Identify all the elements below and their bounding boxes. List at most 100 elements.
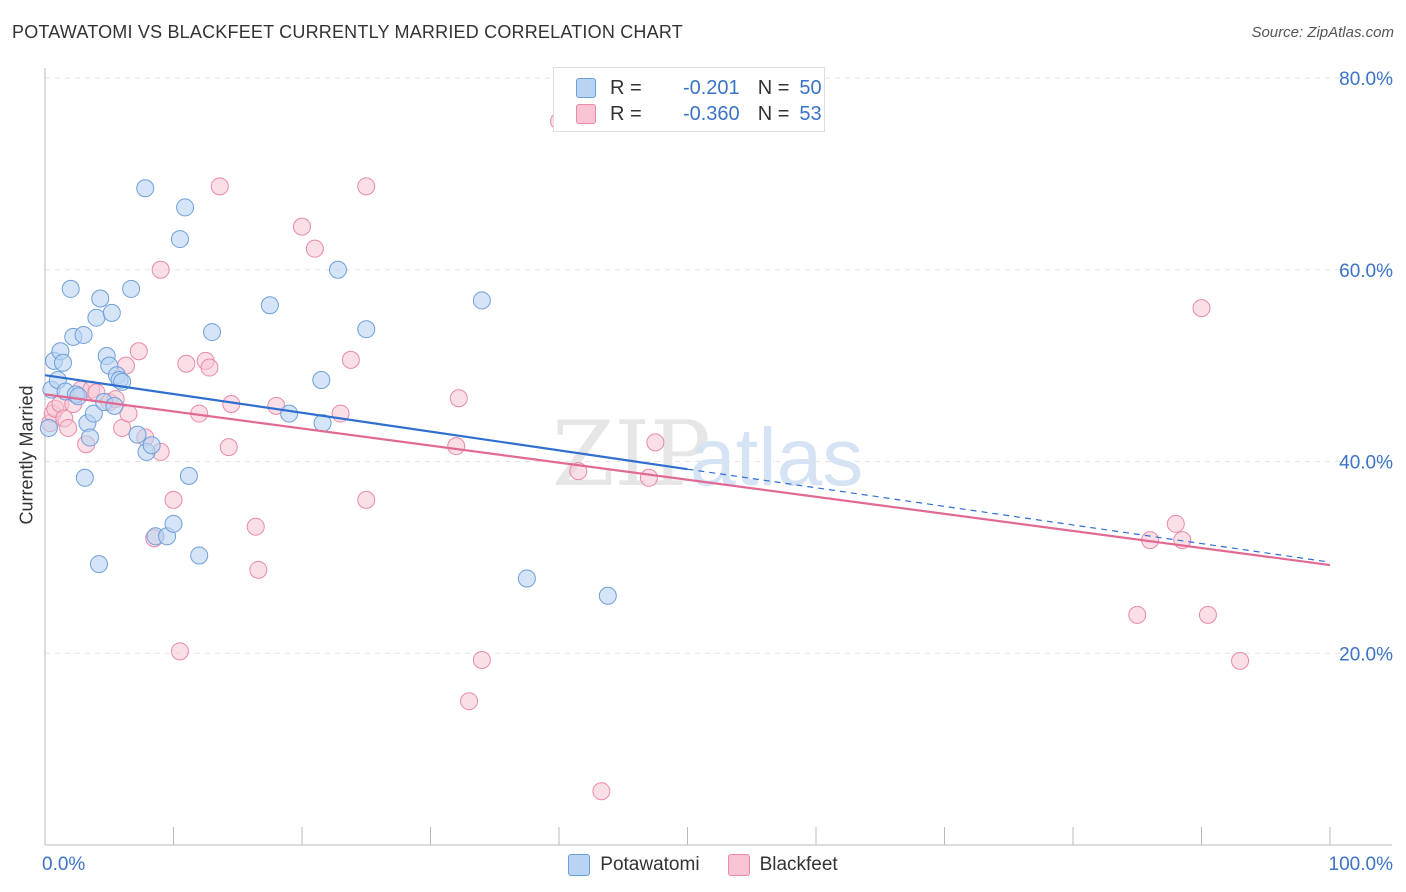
- legend-label-blackfeet: Blackfeet: [759, 854, 838, 875]
- data-point-blackfeet: [59, 418, 78, 437]
- legend-r-label: R =: [610, 76, 642, 99]
- trend-line-potawatomi-extension: [687, 468, 1331, 563]
- data-point-potawatomi: [176, 198, 195, 217]
- data-point-blackfeet: [177, 354, 196, 373]
- legend-row-potawatomi: R = -0.201 N = 50: [576, 76, 822, 100]
- data-point-potawatomi: [190, 546, 209, 565]
- legend-label-potawatomi: Potawatomi: [600, 854, 700, 875]
- data-point-blackfeet: [357, 490, 376, 509]
- data-point-potawatomi: [69, 387, 88, 406]
- y-tick-label: 60.0%: [1339, 261, 1393, 282]
- data-point-potawatomi: [472, 291, 491, 310]
- legend-swatch-blackfeet: [727, 854, 750, 876]
- data-point-potawatomi: [105, 396, 124, 415]
- data-point-blackfeet: [293, 217, 311, 236]
- legend-item-blackfeet[interactable]: Blackfeet: [727, 854, 838, 876]
- source-credit: Source: ZipAtlas.com: [1251, 24, 1394, 41]
- data-point-potawatomi: [312, 371, 331, 390]
- data-point-potawatomi: [53, 353, 72, 372]
- data-point-potawatomi: [74, 325, 93, 344]
- data-point-blackfeet: [357, 177, 376, 196]
- y-tick-label: 40.0%: [1339, 453, 1393, 474]
- data-point-potawatomi: [39, 418, 58, 437]
- data-point-potawatomi: [328, 260, 347, 279]
- data-point-blackfeet: [151, 260, 170, 279]
- data-point-potawatomi: [598, 586, 617, 605]
- data-point-blackfeet: [341, 350, 360, 369]
- data-point-blackfeet: [646, 433, 665, 452]
- data-point-blackfeet: [1166, 514, 1185, 533]
- data-point-blackfeet: [1128, 605, 1147, 624]
- axis-layer: [44, 68, 1392, 846]
- data-point-potawatomi: [61, 279, 80, 298]
- data-point-blackfeet: [219, 438, 238, 457]
- legend-r-value: -0.201: [682, 76, 740, 99]
- data-point-blackfeet: [447, 437, 466, 456]
- data-point-blackfeet: [249, 560, 268, 579]
- legend-n-label: N =: [757, 102, 790, 125]
- data-point-potawatomi: [128, 425, 147, 444]
- data-point-blackfeet: [305, 239, 324, 258]
- data-point-potawatomi: [260, 296, 279, 315]
- data-point-potawatomi: [203, 323, 222, 342]
- data-point-potawatomi: [142, 436, 161, 455]
- legend-n-label: N =: [757, 76, 790, 99]
- data-point-blackfeet: [1198, 605, 1217, 624]
- data-point-potawatomi: [179, 466, 198, 485]
- data-point-blackfeet: [164, 490, 183, 509]
- data-point-blackfeet: [129, 342, 148, 361]
- series-legend: Potawatomi Blackfeet: [0, 852, 1406, 878]
- data-point-blackfeet: [472, 650, 491, 669]
- data-point-potawatomi: [75, 468, 94, 487]
- data-point-potawatomi: [517, 569, 536, 588]
- grid-layer: [45, 77, 1392, 654]
- data-point-potawatomi: [80, 428, 99, 447]
- watermark: ZIP atlas: [552, 402, 863, 507]
- data-point-blackfeet: [170, 642, 189, 661]
- legend-n-value: 53: [799, 102, 822, 125]
- watermark-zip: ZIP: [552, 402, 711, 507]
- data-point-blackfeet: [592, 782, 611, 801]
- data-point-blackfeet: [246, 517, 265, 536]
- data-point-blackfeet: [449, 389, 468, 408]
- legend-n-value: 50: [799, 76, 822, 99]
- data-point-blackfeet: [1192, 299, 1211, 318]
- data-point-potawatomi: [87, 308, 106, 327]
- data-point-potawatomi: [91, 289, 110, 308]
- data-point-blackfeet: [460, 692, 479, 711]
- legend-r-label: R =: [610, 102, 642, 125]
- correlation-legend: R = -0.201 N = 50 R = -0.360 N = 53: [553, 67, 825, 132]
- legend-swatch-potawatomi: [576, 78, 596, 98]
- y-axis-label: Currently Married: [16, 385, 37, 525]
- data-point-blackfeet: [639, 468, 658, 487]
- legend-swatch-potawatomi: [568, 854, 591, 876]
- series-potawatomi: [39, 179, 617, 605]
- data-point-potawatomi: [136, 179, 155, 198]
- data-point-potawatomi: [164, 514, 183, 533]
- x-tick-label-max: 100.0%: [1329, 854, 1394, 875]
- legend-r-value: -0.360: [682, 102, 740, 125]
- trend-lines: [44, 374, 1331, 567]
- trend-line-potawatomi: [44, 374, 688, 471]
- legend-item-potawatomi[interactable]: Potawatomi: [568, 854, 700, 876]
- watermark-atlas: atlas: [690, 412, 863, 503]
- data-point-potawatomi: [357, 320, 376, 339]
- chart-title: POTAWATOMI VS BLACKFEET CURRENTLY MARRIE…: [12, 22, 683, 42]
- tick-labels: 20.0% 40.0% 60.0% 80.0% 0.0% 100.0%: [42, 69, 1393, 875]
- data-point-potawatomi: [122, 279, 141, 298]
- data-point-blackfeet: [200, 358, 219, 377]
- y-tick-label: 80.0%: [1339, 69, 1393, 90]
- data-point-blackfeet: [1231, 651, 1250, 670]
- data-point-blackfeet: [210, 177, 229, 196]
- data-point-potawatomi: [89, 555, 108, 574]
- legend-row-blackfeet: R = -0.360 N = 53: [576, 102, 822, 126]
- legend-swatch-blackfeet: [576, 104, 596, 124]
- data-point-potawatomi: [102, 303, 121, 322]
- y-tick-label: 20.0%: [1339, 644, 1393, 665]
- data-point-potawatomi: [170, 230, 189, 249]
- x-tick-label-min: 0.0%: [42, 854, 85, 875]
- data-point-potawatomi: [84, 404, 103, 423]
- trend-line-blackfeet: [44, 393, 1331, 567]
- data-point-potawatomi: [280, 404, 299, 423]
